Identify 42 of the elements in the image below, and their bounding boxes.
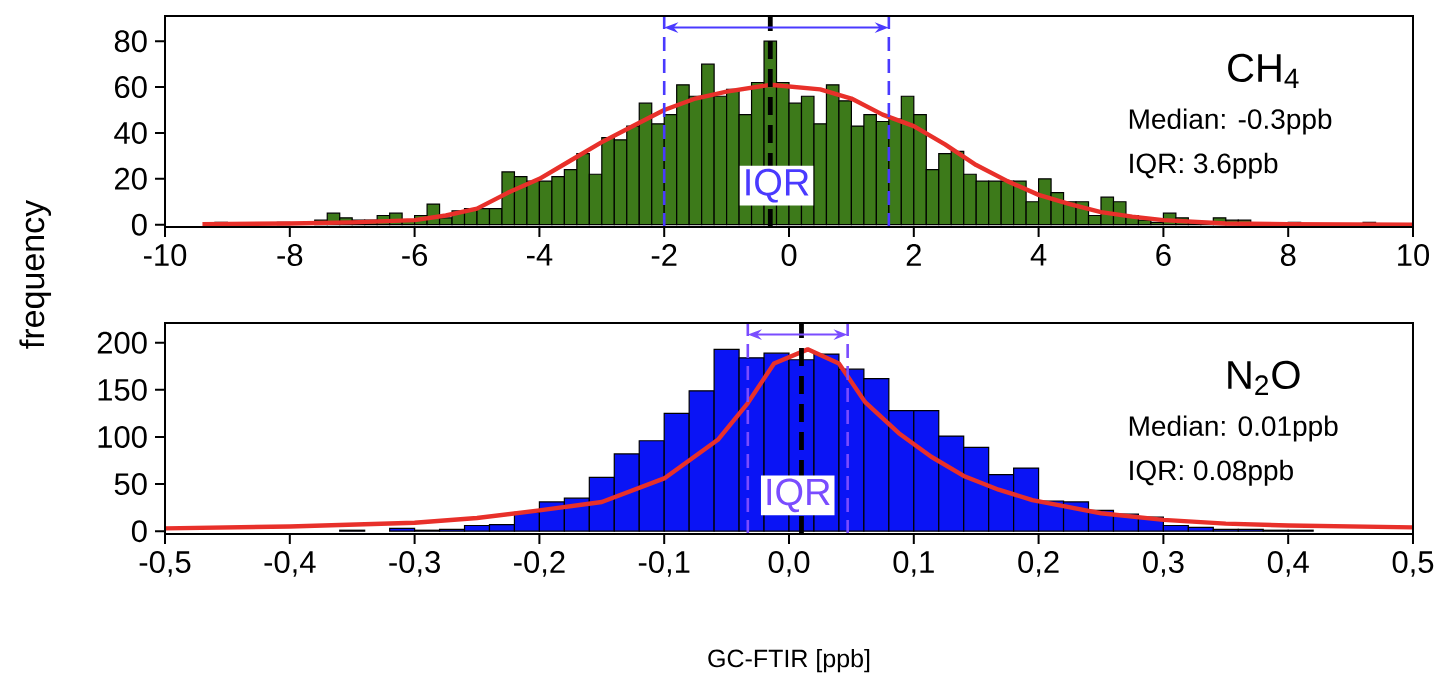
y-tick-label: 50 [114,473,147,496]
y-tick-label: 80 [114,30,147,53]
x-tick-label: 0,4 [1267,551,1309,577]
x-tick-label: -0,5 [139,551,191,577]
y-tick-label: 40 [114,121,147,144]
annotation: N$_{2}$O [1228,360,1300,395]
x-tick-label: 4 [1030,244,1047,266]
annotation: IQR: 0.08ppb [1130,459,1293,486]
x-axis-title: GC-FTIR [ppb] [708,648,870,673]
x-tick-label: -0,3 [389,551,440,577]
annotation: Median: -0.3ppb [1129,108,1332,135]
x-tick-label: 10 [1398,244,1430,267]
y-tick-label: 0 [131,520,147,543]
x-tick-label: 0,1 [893,551,934,577]
x-tick-label: -10 [143,244,187,267]
annotation: IQR [767,478,830,513]
x-tick-label: 6 [1156,244,1171,267]
x-tick-label: -0,4 [264,551,316,577]
x-tick-label: -2 [651,244,677,266]
y-tick-label: 100 [98,426,147,448]
x-tick-label: 0,5 [1392,551,1434,577]
x-tick-label: -0,2 [514,551,565,577]
x-tick-label: -8 [277,244,303,267]
y-tick-label: 60 [115,76,147,99]
y-axis-title: frequency [19,199,52,349]
x-tick-label: 0,0 [768,551,810,577]
x-tick-label: 0,3 [1143,551,1184,577]
x-tick-label: -0,1 [638,551,690,577]
y-tick-label: 200 [97,331,147,354]
annotation: Median: 0.01ppb [1129,415,1338,442]
annotation: IQR [746,168,809,203]
annotation: CH$_{4}$ [1228,53,1299,88]
y-tick-label: 150 [98,378,147,401]
x-tick-label: 0,2 [1018,551,1059,577]
annotation: IQR: 3.6ppb [1130,152,1278,179]
y-tick-label: 20 [115,167,147,190]
x-tick-label: -6 [402,244,428,267]
x-tick-label: 0 [781,244,797,267]
x-tick-label: 2 [906,244,921,266]
y-tick-label: 0 [131,213,147,236]
x-tick-label: 8 [1280,244,1296,267]
x-tick-label: -4 [527,244,553,266]
